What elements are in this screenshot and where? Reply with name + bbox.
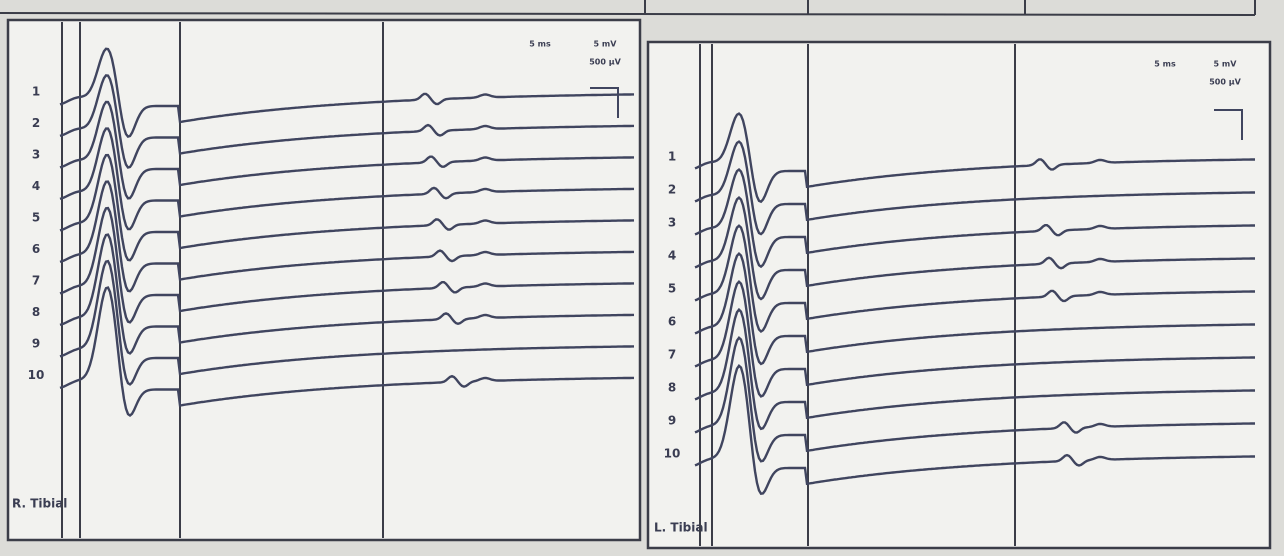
trace-number: 10: [664, 447, 681, 461]
trace: [59, 233, 634, 355]
trace-number: 10: [28, 368, 45, 382]
trace-number: 3: [32, 148, 40, 162]
trace-number: 8: [32, 305, 40, 319]
amplitude-scale: 500 µV: [1209, 78, 1241, 87]
amplitude-scale: 500 µV: [589, 58, 621, 67]
panel-label: R. Tibial: [12, 497, 67, 511]
panel-label: L. Tibial: [654, 521, 708, 535]
left-panel: R. Tibial 5 ms 5 mV 500 µV 1 2 3 4 5 6 7 8 9 10: [6, 18, 642, 542]
amplitude-scale: 5 mV: [1214, 60, 1238, 69]
trace: [59, 74, 634, 169]
trace: [694, 195, 1255, 301]
trace-number: 6: [32, 242, 40, 256]
trace-number: 5: [32, 211, 40, 225]
right-panel: L. Tibial 5 ms 5 mV 500 µV 1 2 3 4 5 6 7 8 9 10: [646, 40, 1272, 550]
trace: [694, 307, 1255, 431]
trace: [59, 286, 634, 418]
scale-bar: [1214, 109, 1243, 140]
top-strip: [0, 0, 1256, 16]
trace-number: 7: [668, 348, 676, 362]
trace: [694, 252, 1255, 366]
trace-number: 2: [668, 183, 676, 197]
trace: [694, 168, 1255, 269]
trace: [694, 336, 1255, 463]
trace: [59, 100, 634, 200]
trace: [59, 127, 634, 231]
trace-number: 5: [668, 282, 676, 296]
time-scale: 5 ms: [529, 40, 551, 49]
trace: [694, 224, 1255, 334]
trace: [694, 363, 1255, 496]
trace-number: 2: [32, 116, 40, 130]
trace-number: 3: [668, 216, 676, 230]
trace: [59, 153, 634, 262]
scale-bar: [590, 87, 619, 118]
trace: [694, 279, 1255, 398]
trace-number: 4: [32, 179, 40, 193]
trace-number: 7: [32, 274, 40, 288]
trace: [59, 47, 634, 138]
trace: [59, 259, 634, 386]
trace-number: 9: [32, 337, 40, 351]
trace: [694, 112, 1255, 204]
trace-number: 4: [668, 249, 676, 263]
trace-number: 6: [668, 315, 676, 329]
amplitude-scale: 5 mV: [594, 40, 618, 49]
panel-frame: [6, 18, 642, 542]
trace-number: 1: [32, 85, 40, 99]
time-scale: 5 ms: [1154, 60, 1176, 69]
trace-number: 8: [668, 381, 676, 395]
trace: [694, 140, 1255, 236]
trace-number: 1: [668, 150, 676, 164]
trace-number: 9: [668, 414, 676, 428]
trace: [59, 206, 634, 324]
trace: [59, 180, 634, 293]
